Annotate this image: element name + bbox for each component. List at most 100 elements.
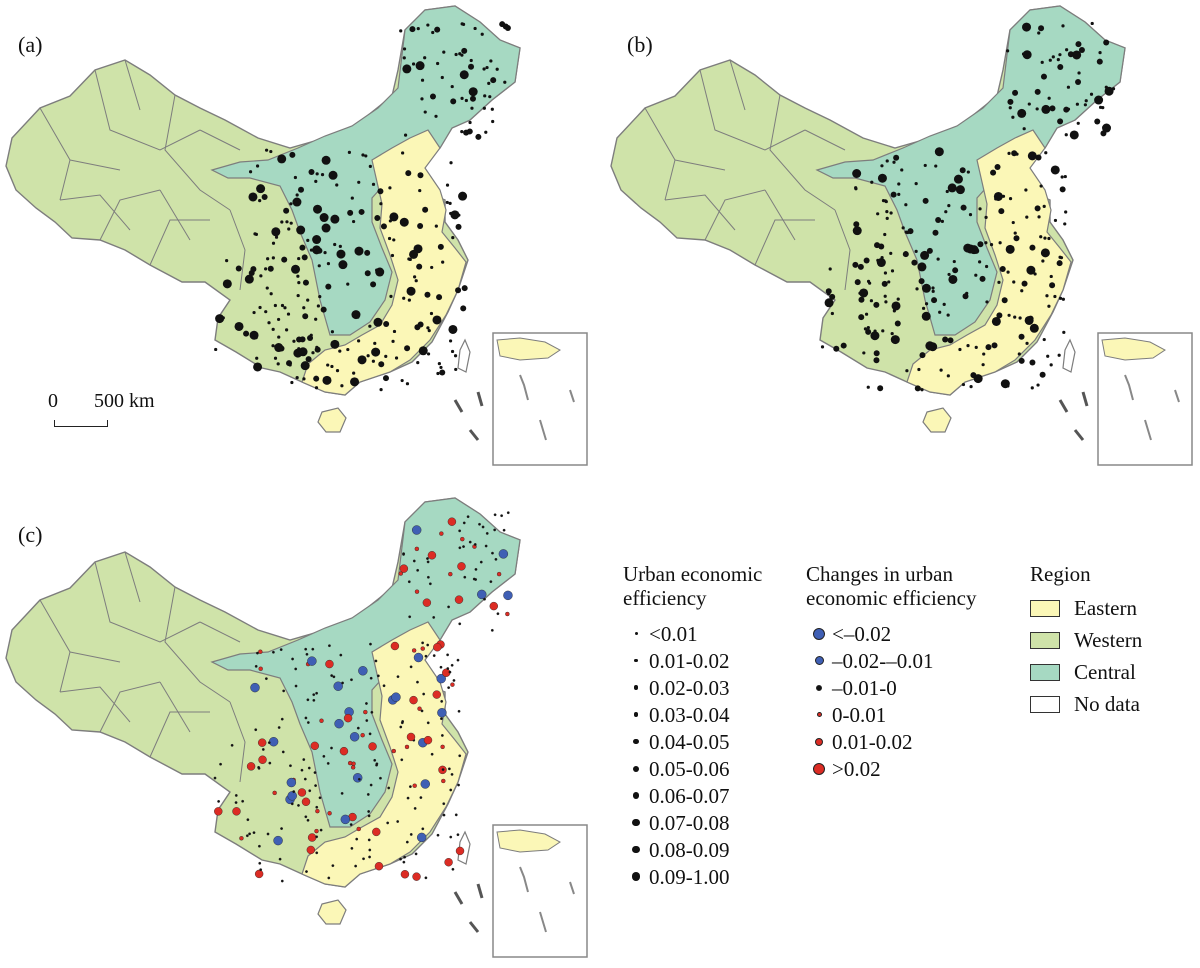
- south-china-sea-inset: [492, 824, 588, 958]
- city-point: [366, 793, 370, 796]
- city-point: [1040, 60, 1044, 64]
- city-point: [382, 684, 386, 688]
- city-point: [894, 320, 901, 327]
- city-point: [450, 84, 454, 89]
- city-point: [1049, 282, 1056, 289]
- city-point: [978, 207, 982, 211]
- city-point: [315, 808, 320, 814]
- city-point: [221, 316, 225, 320]
- city-point: [896, 297, 900, 301]
- city-point: [377, 188, 384, 195]
- city-point: [911, 259, 918, 266]
- city-point: [315, 172, 319, 176]
- city-point: [892, 160, 896, 164]
- city-point: [904, 230, 908, 234]
- city-point: [1064, 210, 1068, 214]
- city-point: [408, 615, 412, 619]
- city-point: [400, 870, 410, 879]
- city-point: [305, 652, 309, 656]
- city-point: [266, 257, 270, 261]
- city-point: [306, 238, 310, 242]
- city-point: [448, 670, 452, 674]
- city-point: [293, 175, 297, 180]
- city-point: [1007, 313, 1011, 317]
- city-point: [900, 168, 904, 172]
- city-point: [1066, 85, 1071, 89]
- city-point: [1078, 46, 1085, 53]
- province-boundary: [99, 189, 161, 241]
- city-point: [274, 235, 279, 239]
- province-boundary: [124, 59, 141, 111]
- city-point: [409, 833, 413, 836]
- province-boundary: [229, 209, 246, 291]
- city-point: [1048, 58, 1052, 62]
- city-point: [423, 735, 433, 745]
- city-point: [297, 804, 300, 807]
- city-point: [389, 294, 393, 299]
- city-point: [347, 150, 351, 155]
- city-point: [317, 264, 321, 268]
- city-point: [436, 371, 440, 376]
- city-point: [318, 796, 322, 800]
- city-point: [357, 777, 361, 781]
- city-point: [278, 857, 282, 861]
- china-map-b: [610, 5, 1193, 466]
- city-point: [248, 192, 258, 202]
- city-point: [219, 762, 222, 766]
- city-point: [1075, 102, 1079, 106]
- city-point: [313, 375, 320, 382]
- city-point: [280, 879, 284, 883]
- city-point: [312, 698, 316, 702]
- city-point: [873, 301, 880, 308]
- city-point: [966, 343, 970, 348]
- city-point: [489, 601, 498, 611]
- city-point: [880, 256, 884, 260]
- city-point: [246, 762, 256, 771]
- city-point: [341, 681, 344, 685]
- city-point: [335, 369, 340, 373]
- legend-region-item: Western: [1030, 624, 1195, 656]
- city-point: [1090, 21, 1094, 26]
- city-point: [264, 677, 268, 681]
- city-point: [1017, 108, 1027, 118]
- city-point: [905, 369, 909, 373]
- city-point: [1001, 194, 1006, 198]
- scale-bar: 0 500 km: [48, 390, 188, 430]
- city-point: [288, 363, 292, 367]
- city-point: [319, 213, 329, 223]
- city-point: [291, 264, 301, 274]
- city-point: [953, 174, 963, 184]
- city-point: [1006, 384, 1010, 388]
- city-point: [449, 161, 453, 165]
- city-point: [257, 765, 261, 769]
- city-point: [268, 761, 272, 765]
- city-point: [350, 765, 356, 770]
- city-point: [876, 242, 880, 247]
- city-point: [349, 823, 353, 826]
- city-point: [447, 767, 451, 771]
- city-point: [373, 758, 377, 762]
- city-point: [1051, 55, 1055, 59]
- city-point: [1007, 151, 1011, 156]
- city-point: [432, 315, 442, 325]
- boundary-dash: [453, 399, 464, 413]
- legend-efficiency-label: 0.06-0.07: [649, 783, 730, 808]
- city-point: [432, 616, 436, 619]
- legend-efficiency-title-2: efficiency: [623, 586, 707, 610]
- province-boundary: [149, 219, 210, 266]
- city-point: [458, 529, 462, 533]
- city-point: [411, 525, 422, 535]
- city-point: [414, 852, 418, 856]
- city-point: [446, 667, 450, 670]
- city-point: [285, 220, 289, 224]
- city-point: [431, 30, 435, 35]
- city-point: [1072, 50, 1082, 60]
- city-point: [1057, 63, 1064, 70]
- city-point: [319, 718, 324, 723]
- city-point: [474, 568, 478, 571]
- city-point: [389, 212, 399, 222]
- city-point: [1046, 354, 1050, 358]
- city-point: [490, 77, 497, 84]
- city-point: [302, 758, 306, 761]
- city-point: [493, 528, 497, 532]
